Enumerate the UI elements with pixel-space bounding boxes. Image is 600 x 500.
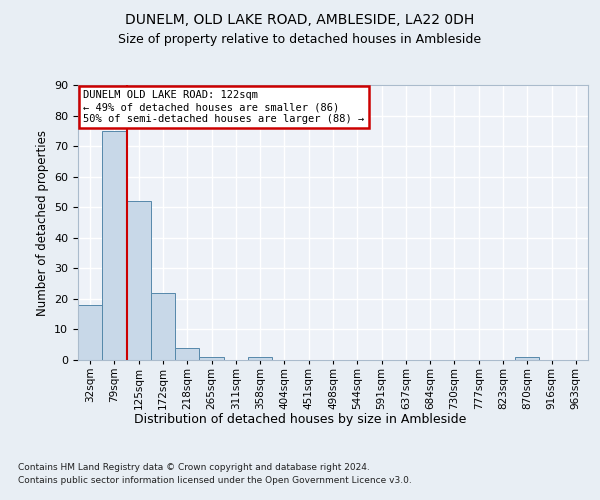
Bar — [248, 357, 272, 360]
Text: Distribution of detached houses by size in Ambleside: Distribution of detached houses by size … — [134, 412, 466, 426]
Text: DUNELM OLD LAKE ROAD: 122sqm
← 49% of detached houses are smaller (86)
50% of se: DUNELM OLD LAKE ROAD: 122sqm ← 49% of de… — [83, 90, 364, 124]
Text: DUNELM, OLD LAKE ROAD, AMBLESIDE, LA22 0DH: DUNELM, OLD LAKE ROAD, AMBLESIDE, LA22 0… — [125, 12, 475, 26]
Bar — [199, 357, 224, 360]
Text: Size of property relative to detached houses in Ambleside: Size of property relative to detached ho… — [118, 32, 482, 46]
Bar — [151, 293, 175, 360]
Text: Contains public sector information licensed under the Open Government Licence v3: Contains public sector information licen… — [18, 476, 412, 485]
Bar — [102, 131, 127, 360]
Text: Contains HM Land Registry data © Crown copyright and database right 2024.: Contains HM Land Registry data © Crown c… — [18, 462, 370, 471]
Bar — [515, 357, 539, 360]
Y-axis label: Number of detached properties: Number of detached properties — [35, 130, 49, 316]
Bar — [78, 305, 102, 360]
Bar — [175, 348, 199, 360]
Bar — [127, 201, 151, 360]
